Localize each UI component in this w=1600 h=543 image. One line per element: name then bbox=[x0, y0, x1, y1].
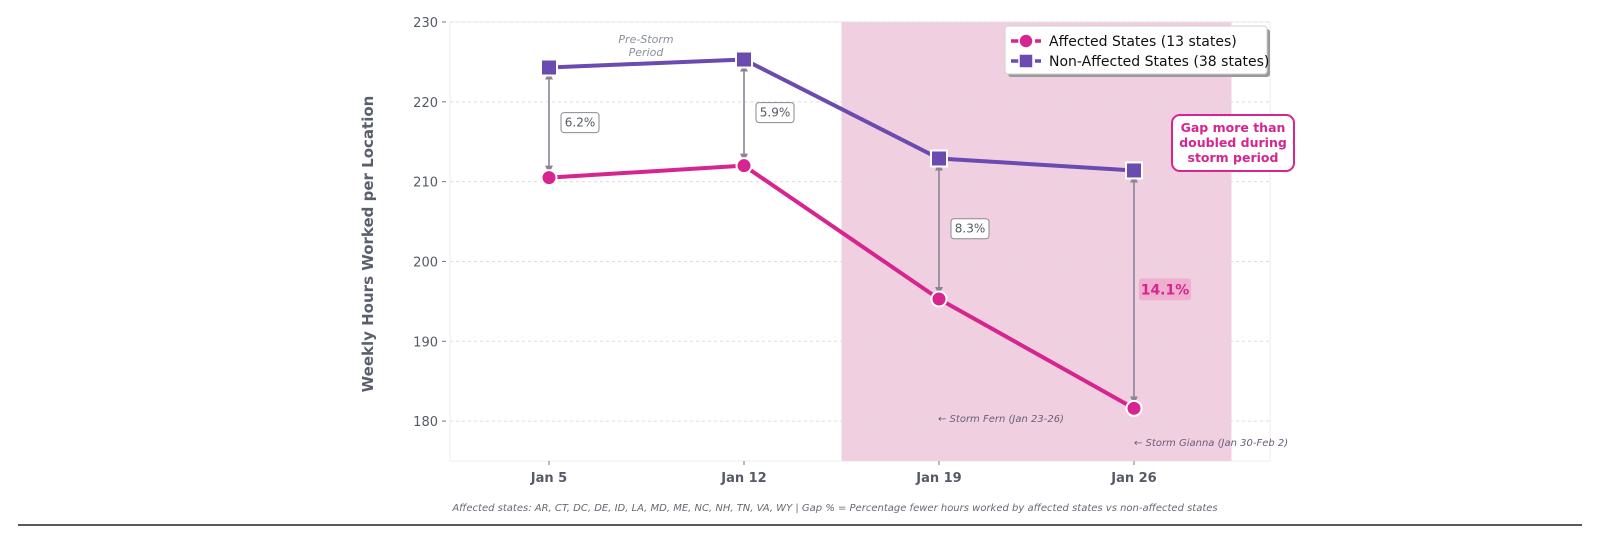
callout: Gap more than doubled during storm perio… bbox=[1171, 114, 1295, 172]
legend-affected-label: Affected States (13 states) bbox=[1049, 34, 1237, 50]
non-affected-point bbox=[540, 58, 558, 77]
pre-storm-label: Pre-Storm bbox=[618, 33, 673, 46]
y-tick-label: 190 bbox=[413, 335, 438, 350]
pre-storm-label-line2: Period bbox=[629, 46, 665, 59]
callout-box bbox=[1171, 114, 1295, 172]
storm-fern-label: ← Storm Fern (Jan 23-26) bbox=[938, 414, 1064, 425]
callout-line-3: storm period bbox=[1188, 150, 1279, 165]
affected-point bbox=[930, 290, 948, 308]
series-line-affected bbox=[547, 163, 1136, 411]
storm-period-region bbox=[841, 22, 1232, 461]
y-tick-label: 180 bbox=[413, 415, 438, 430]
y-tick-label: 220 bbox=[413, 96, 438, 111]
gap-label: 14.1% bbox=[1141, 282, 1190, 298]
affected-point bbox=[540, 169, 558, 187]
series-lines bbox=[547, 57, 1136, 411]
storm-gianna-label: ← Storm Gianna (Jan 30-Feb 2) bbox=[1134, 438, 1288, 449]
gap-label-box bbox=[560, 112, 600, 134]
gap-label-box bbox=[1139, 278, 1191, 301]
gap-arrows bbox=[545, 63, 1138, 405]
x-tick-label: Jan 5 bbox=[530, 471, 567, 486]
y-tick-label: 200 bbox=[413, 255, 438, 270]
legend-nonaffected-marker bbox=[1018, 53, 1034, 69]
x-tick-label: Jan 12 bbox=[720, 471, 766, 486]
legend-affected-marker bbox=[1018, 33, 1034, 49]
y-tick-label: 210 bbox=[413, 176, 438, 191]
gap-label: 6.2% bbox=[565, 116, 596, 130]
y-axis-title: Weekly Hours Worked per Location bbox=[359, 96, 377, 393]
y-tick-label: 230 bbox=[413, 16, 438, 31]
y-axis: 180 190 200 210 220 230 bbox=[413, 16, 446, 430]
legend-box bbox=[1004, 25, 1268, 75]
non-affected-point bbox=[1125, 161, 1143, 180]
callout-line-1: Gap more than bbox=[1181, 120, 1286, 135]
series-markers bbox=[540, 50, 1143, 417]
gap-label: 8.3% bbox=[955, 222, 986, 236]
footnote: Affected states: AR, CT, DC, DE, ID, LA,… bbox=[451, 503, 1217, 514]
grid bbox=[450, 21, 1270, 422]
non-affected-point bbox=[735, 50, 753, 69]
legend: Affected States (13 states) Non-Affected… bbox=[1004, 25, 1270, 77]
legend-nonaffected-label: Non-Affected States (38 states) bbox=[1049, 54, 1269, 70]
gap-labels: 6.2% 5.9% 8.3% 14.1% bbox=[560, 102, 1191, 301]
x-tick-label: Jan 19 bbox=[915, 471, 961, 486]
gap-label-box bbox=[950, 218, 990, 240]
affected-point bbox=[735, 157, 753, 175]
series-line-non-affected bbox=[547, 57, 1136, 173]
affected-point bbox=[1125, 399, 1143, 417]
non-affected-point bbox=[930, 149, 948, 168]
gap-label-box bbox=[755, 102, 795, 124]
x-tick-label: Jan 26 bbox=[1110, 471, 1156, 486]
callout-line-2: doubled during bbox=[1179, 135, 1287, 150]
x-axis: Jan 5 Jan 12 Jan 19 Jan 26 bbox=[530, 461, 1157, 486]
gap-label: 5.9% bbox=[760, 106, 791, 120]
